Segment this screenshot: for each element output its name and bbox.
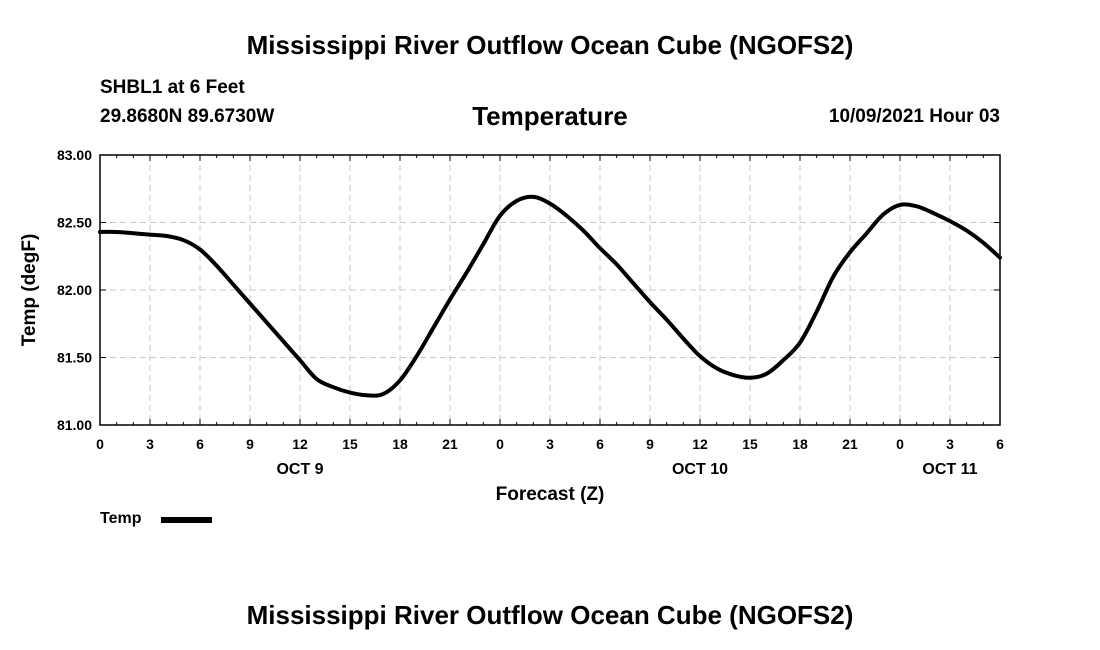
x-tick-label: 12 bbox=[692, 436, 708, 452]
x-tick-label: 9 bbox=[646, 436, 654, 452]
series-layer bbox=[98, 194, 1002, 398]
x-axis-title: Forecast (Z) bbox=[496, 484, 605, 505]
forecast-datetime: 10/09/2021 Hour 03 bbox=[828, 106, 1000, 127]
footer-title: Mississippi River Outflow Ocean Cube (NG… bbox=[246, 600, 854, 630]
x-tick-label: 18 bbox=[792, 436, 808, 452]
x-tick-label: 3 bbox=[946, 436, 954, 452]
station-coordinates: 29.8680N 89.6730W bbox=[100, 106, 275, 127]
x-tick-label: 21 bbox=[842, 436, 858, 452]
x-tick-label: 6 bbox=[996, 436, 1004, 452]
y-tick-label: 81.00 bbox=[57, 417, 92, 433]
x-tick-label: 15 bbox=[742, 436, 758, 452]
y-axis-title: Temp (degF) bbox=[19, 234, 40, 347]
x-tick-label: 21 bbox=[442, 436, 458, 452]
x-tick-label: 15 bbox=[342, 436, 358, 452]
x-tick-label: 0 bbox=[96, 436, 104, 452]
legend-label: Temp bbox=[100, 510, 142, 527]
grid bbox=[100, 155, 1000, 425]
x-day-label: OCT 10 bbox=[672, 461, 728, 478]
x-tick-label: 0 bbox=[496, 436, 504, 452]
x-day-label: OCT 9 bbox=[276, 461, 323, 478]
axis-ticks bbox=[99, 154, 1001, 426]
x-tick-label: 3 bbox=[546, 436, 554, 452]
chart-subtitle: Temperature bbox=[472, 101, 628, 131]
station-label: SHBL1 at 6 Feet bbox=[100, 77, 245, 98]
x-tick-label: 9 bbox=[246, 436, 254, 452]
x-tick-label: 6 bbox=[196, 436, 204, 452]
x-tick-label: 18 bbox=[392, 436, 408, 452]
x-tick-label: 6 bbox=[596, 436, 604, 452]
y-tick-label: 82.50 bbox=[57, 215, 92, 231]
x-day-label: OCT 11 bbox=[922, 461, 977, 478]
series-line-temp bbox=[98, 194, 1002, 398]
x-tick-label: 0 bbox=[896, 436, 904, 452]
x-tick-label: 12 bbox=[292, 436, 308, 452]
chart-title: Mississippi River Outflow Ocean Cube (NG… bbox=[246, 30, 854, 60]
y-tick-label: 83.00 bbox=[57, 147, 92, 163]
axis-labels: 0 3 6 9 12 15 18 21 0 3 6 9 12 15 18 21 0 3 6 81.00 81.50 82.… bbox=[57, 147, 1004, 478]
legend-line-swatch bbox=[161, 517, 212, 523]
y-tick-label: 82.00 bbox=[57, 282, 92, 298]
y-tick-label: 81.50 bbox=[57, 350, 92, 366]
x-tick-label: 3 bbox=[146, 436, 154, 452]
